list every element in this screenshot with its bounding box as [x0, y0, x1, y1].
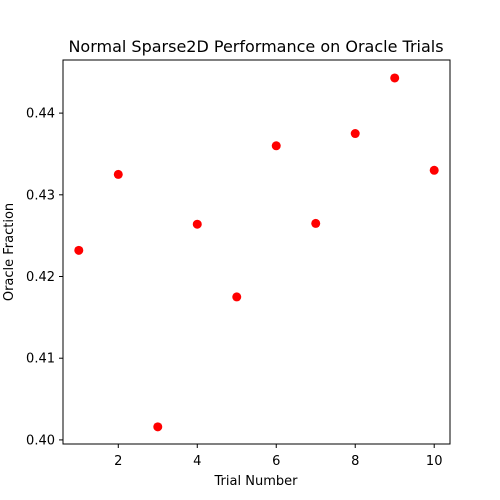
- chart-title: Normal Sparse2D Performance on Oracle Tr…: [68, 37, 443, 56]
- data-points: [74, 73, 438, 431]
- data-point: [114, 170, 123, 179]
- data-point: [193, 220, 202, 229]
- x-axis-label: Trial Number: [214, 474, 299, 489]
- x-tick-label: 2: [114, 454, 122, 469]
- data-point: [153, 422, 162, 431]
- axis-ticks: 2 4 6 8 10 0.40 0.41 0.42 0.43 0.44: [26, 107, 442, 469]
- x-tick-label: 6: [272, 454, 280, 469]
- x-tick-label: 4: [193, 454, 201, 469]
- data-point: [430, 166, 439, 175]
- y-tick-label: 0.44: [26, 107, 55, 122]
- y-tick-label: 0.40: [26, 433, 55, 448]
- data-point: [351, 129, 360, 138]
- data-point: [311, 219, 320, 228]
- y-tick-label: 0.41: [26, 352, 55, 367]
- data-point: [272, 141, 281, 150]
- data-point: [74, 246, 83, 255]
- x-tick-label: 10: [426, 454, 443, 469]
- data-point: [232, 292, 241, 301]
- y-tick-label: 0.43: [26, 188, 55, 203]
- data-point: [390, 73, 399, 82]
- y-axis-label: Oracle Fraction: [2, 203, 17, 301]
- x-tick-label: 8: [351, 454, 359, 469]
- y-tick-label: 0.42: [26, 270, 55, 285]
- plot-frame: [63, 60, 450, 444]
